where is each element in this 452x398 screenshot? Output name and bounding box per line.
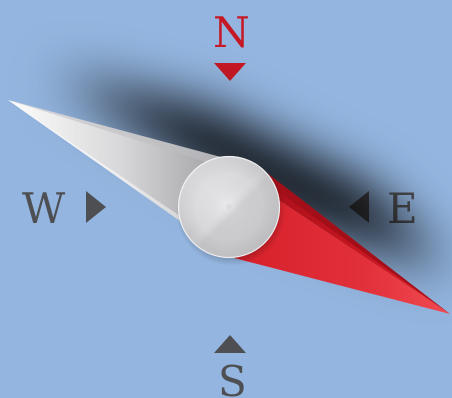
north-label: N <box>213 8 250 57</box>
hub-icon <box>176 155 286 266</box>
west-label: W <box>22 184 66 233</box>
west-marker-icon <box>86 191 106 223</box>
needle-silver-half <box>8 100 232 228</box>
needle-red-half <box>234 166 450 314</box>
south-label: S <box>218 357 247 398</box>
north-marker-icon <box>214 63 246 81</box>
south-marker-icon <box>214 335 246 353</box>
